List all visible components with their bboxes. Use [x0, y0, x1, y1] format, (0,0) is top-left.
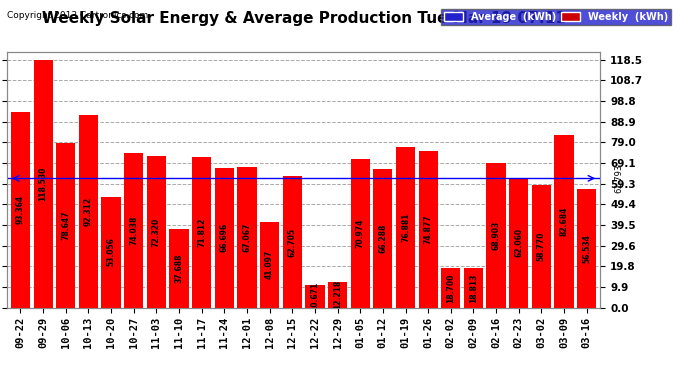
Text: 10.671: 10.671 [310, 282, 319, 311]
Text: 68.903: 68.903 [491, 221, 501, 250]
Text: 18.813: 18.813 [469, 273, 478, 303]
Bar [56, 143, 75, 308]
Text: 37.688: 37.688 [175, 254, 184, 283]
Bar [373, 169, 393, 308]
Text: 93.364: 93.364 [16, 195, 25, 225]
Bar [11, 112, 30, 308]
Bar [486, 164, 506, 308]
Text: 41.097: 41.097 [265, 250, 274, 279]
Bar [101, 196, 121, 308]
Bar [79, 114, 98, 308]
Bar [283, 176, 302, 308]
Bar [441, 268, 460, 308]
Text: 74.877: 74.877 [424, 214, 433, 244]
Text: 66.696: 66.696 [220, 223, 229, 252]
Text: 61.793: 61.793 [614, 164, 623, 193]
Text: 118.530: 118.530 [39, 166, 48, 201]
Text: 62.060: 62.060 [514, 228, 523, 257]
Text: 72.320: 72.320 [152, 217, 161, 246]
Bar [509, 178, 529, 308]
Bar [170, 229, 188, 308]
Legend: Average  (kWh), Weekly  (kWh): Average (kWh), Weekly (kWh) [441, 9, 671, 25]
Bar [260, 222, 279, 308]
Bar [237, 167, 257, 308]
Bar [396, 147, 415, 308]
Bar [464, 268, 483, 308]
Text: 76.881: 76.881 [401, 212, 410, 242]
Text: 56.534: 56.534 [582, 234, 591, 263]
Text: 78.647: 78.647 [61, 210, 70, 240]
Bar [577, 189, 596, 308]
Text: Copyright 2013 Cartronics.com: Copyright 2013 Cartronics.com [7, 11, 148, 20]
Text: 92.312: 92.312 [84, 196, 93, 226]
Text: 70.974: 70.974 [356, 219, 365, 248]
Text: 74.038: 74.038 [129, 215, 138, 245]
Bar [147, 156, 166, 308]
Bar [305, 285, 324, 308]
Bar [532, 184, 551, 308]
Bar [34, 60, 52, 308]
Bar [419, 151, 437, 308]
Text: 82.684: 82.684 [560, 206, 569, 236]
Bar [215, 168, 234, 308]
Bar [555, 135, 573, 308]
Text: 18.700: 18.700 [446, 273, 455, 303]
Bar [351, 159, 370, 308]
Text: 66.288: 66.288 [378, 224, 387, 253]
Text: 67.067: 67.067 [242, 223, 251, 252]
Bar [192, 158, 211, 308]
Bar [124, 153, 144, 308]
Text: 53.056: 53.056 [106, 238, 116, 267]
Bar [328, 282, 347, 308]
Text: Weekly Solar Energy & Average Production Tue Mar 19 07:11: Weekly Solar Energy & Average Production… [41, 11, 566, 26]
Text: 71.812: 71.812 [197, 218, 206, 247]
Text: 58.770: 58.770 [537, 231, 546, 261]
Text: 12.218: 12.218 [333, 280, 342, 309]
Text: 62.705: 62.705 [288, 227, 297, 256]
